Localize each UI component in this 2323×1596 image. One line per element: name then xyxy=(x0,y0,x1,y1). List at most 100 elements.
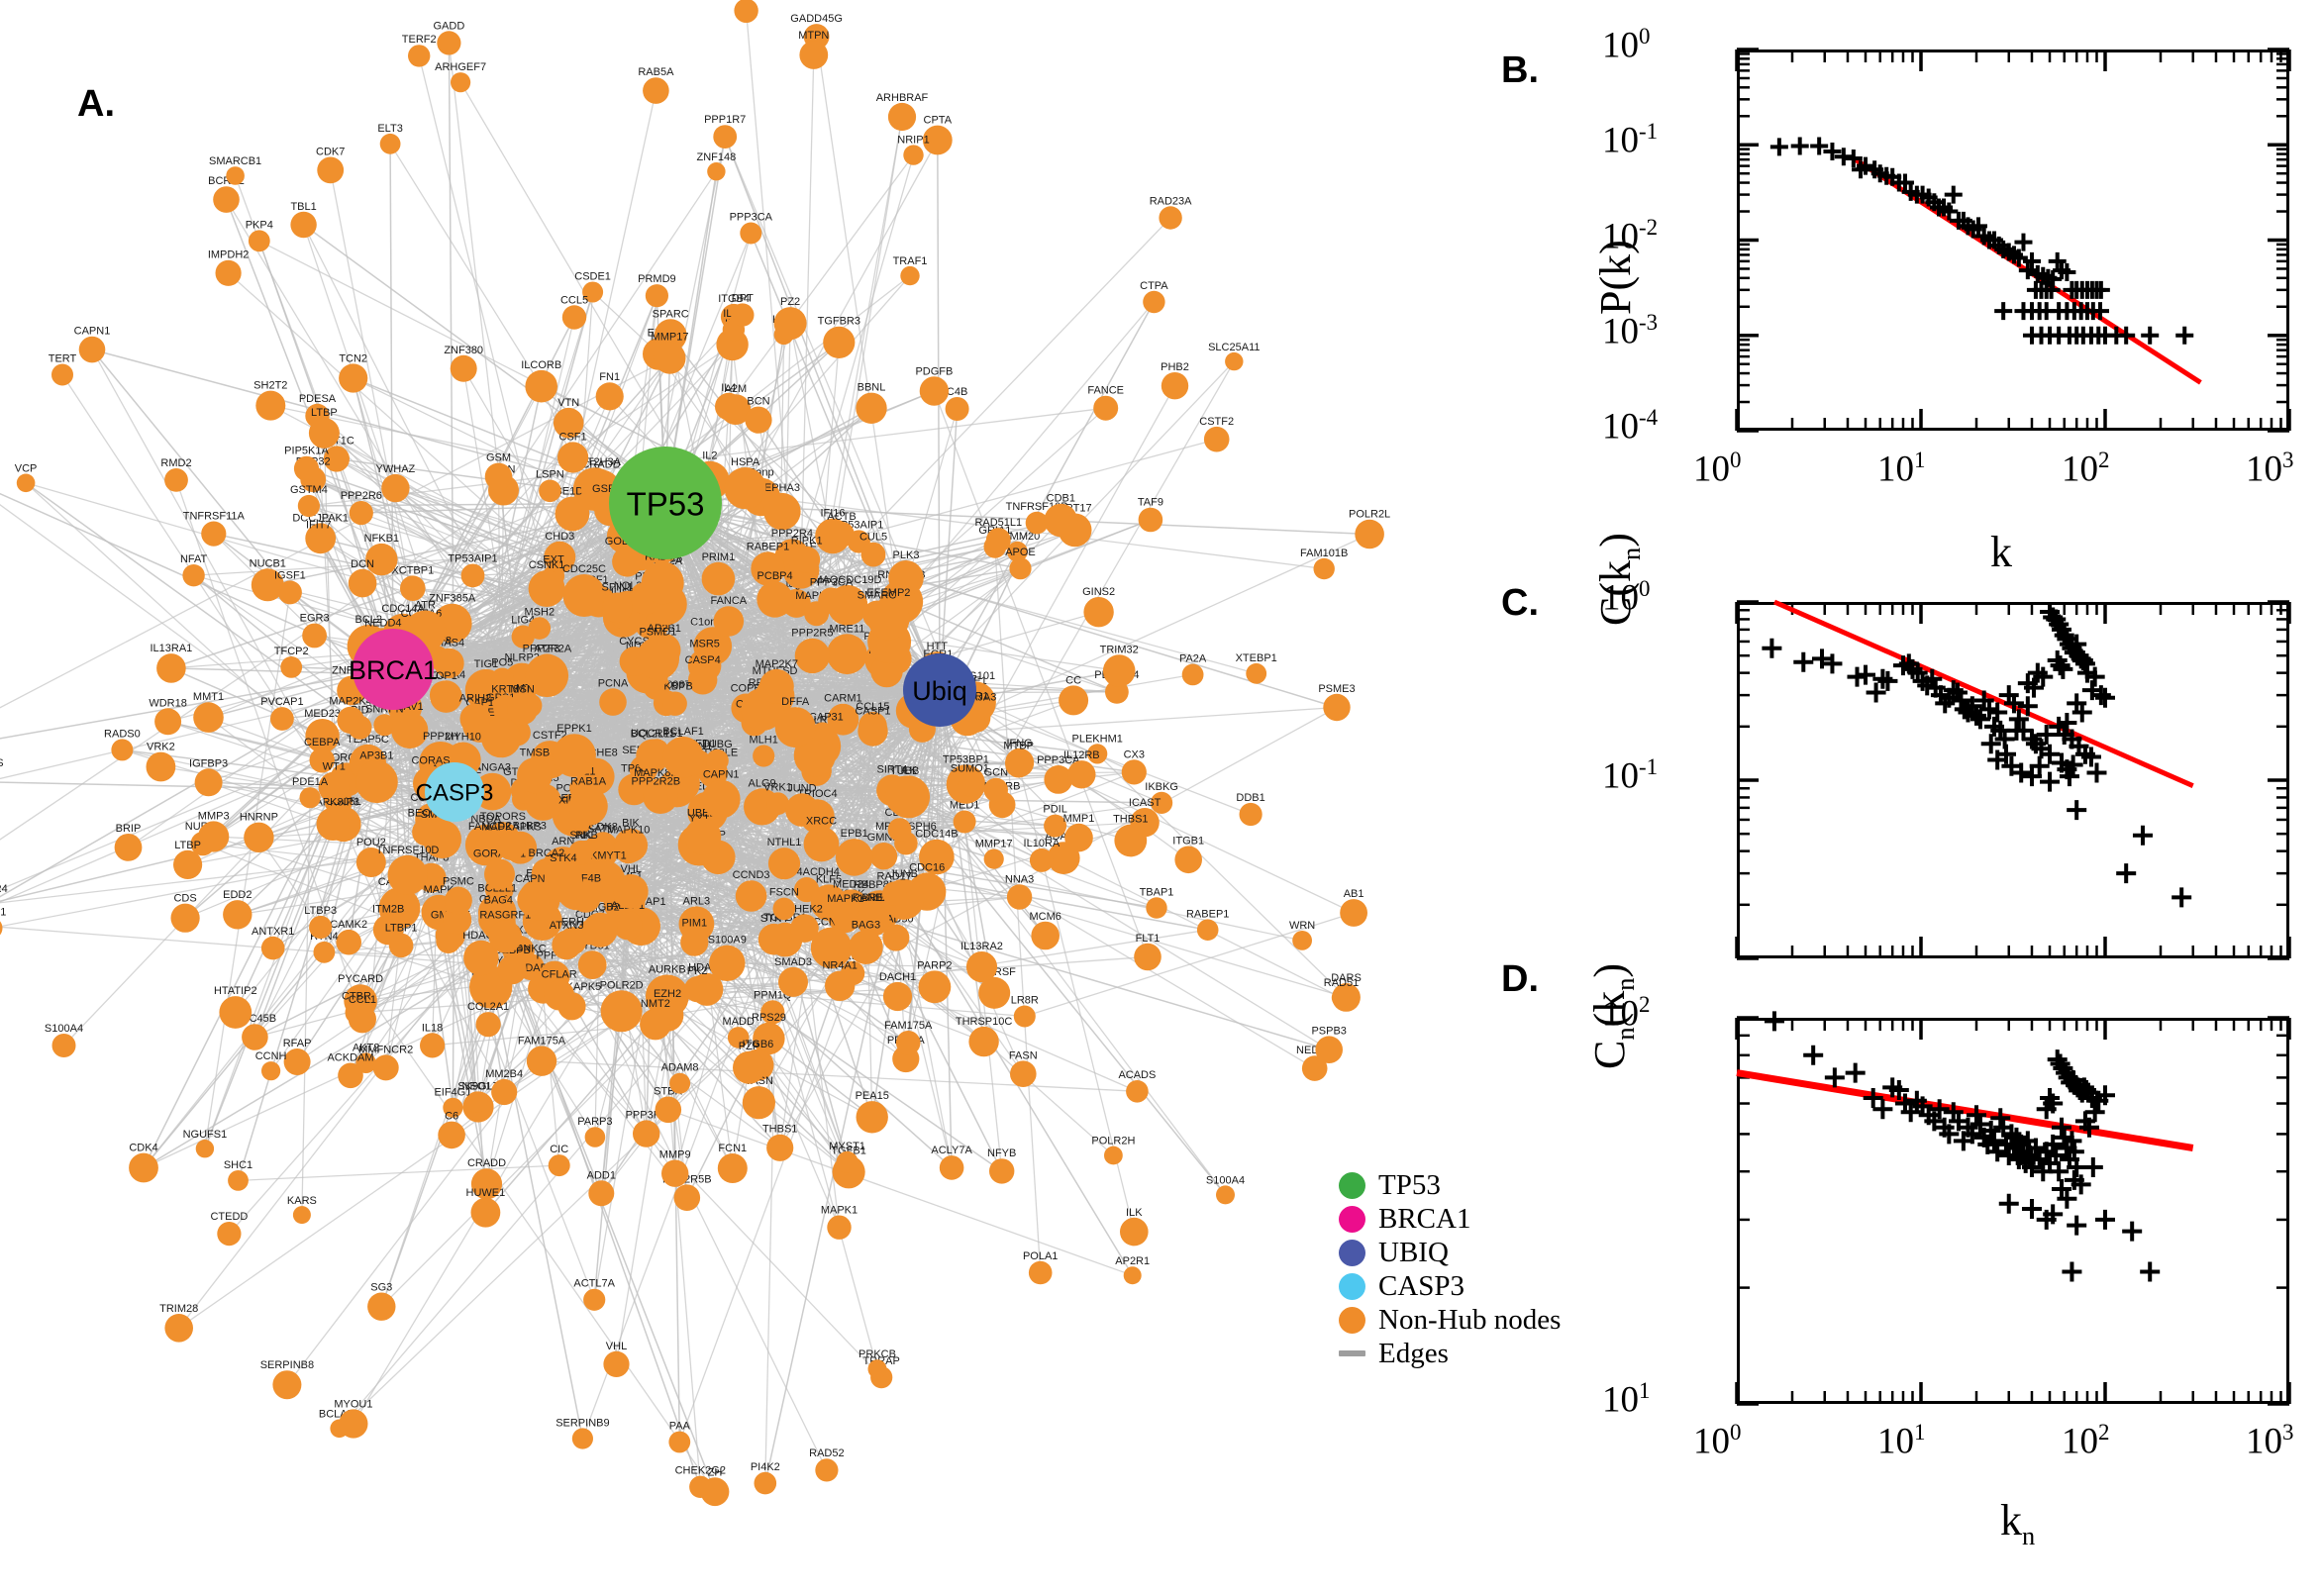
node-circle[interactable] xyxy=(582,281,604,303)
node-circle[interactable] xyxy=(226,166,245,185)
node-circle[interactable] xyxy=(803,826,840,862)
node-circle[interactable] xyxy=(1126,1080,1149,1103)
node-circle[interactable] xyxy=(1104,1146,1123,1165)
node-circle[interactable] xyxy=(305,719,340,753)
node-circle[interactable] xyxy=(584,1127,606,1147)
node-circle[interactable] xyxy=(164,468,188,492)
node-circle[interactable] xyxy=(643,77,669,104)
node-circle[interactable] xyxy=(662,737,704,778)
node-circle[interactable] xyxy=(349,500,373,526)
node-circle[interactable] xyxy=(460,563,485,588)
node-circle[interactable] xyxy=(484,462,513,491)
node-circle[interactable] xyxy=(339,1409,368,1439)
node-circle[interactable] xyxy=(1151,791,1173,815)
node-circle[interactable] xyxy=(700,1477,730,1507)
node-circle[interactable] xyxy=(164,1314,193,1343)
node-circle[interactable] xyxy=(283,1048,311,1075)
node-circle[interactable] xyxy=(1009,557,1032,580)
node-circle[interactable] xyxy=(270,707,294,731)
node-circle[interactable] xyxy=(668,1431,691,1453)
node-circle[interactable] xyxy=(272,1370,302,1400)
node-circle[interactable] xyxy=(568,840,594,865)
node-circle[interactable] xyxy=(825,970,856,1001)
node-circle[interactable] xyxy=(595,382,624,411)
node-circle[interactable] xyxy=(1029,848,1054,872)
node-circle[interactable] xyxy=(217,1222,242,1247)
node-circle[interactable] xyxy=(355,760,398,804)
node-circle[interactable] xyxy=(525,369,557,403)
node-circle[interactable] xyxy=(772,897,796,921)
node-circle[interactable] xyxy=(918,970,952,1004)
node-circle[interactable] xyxy=(215,259,242,286)
node-circle[interactable] xyxy=(1120,1217,1149,1247)
node-circle[interactable] xyxy=(420,1033,446,1058)
node-circle[interactable] xyxy=(1323,693,1351,722)
node-circle[interactable] xyxy=(758,668,794,704)
node-circle[interactable] xyxy=(1010,1060,1037,1087)
node-circle[interactable] xyxy=(734,0,758,23)
node-circle[interactable] xyxy=(870,654,903,688)
node-circle[interactable] xyxy=(170,903,200,933)
node-circle[interactable] xyxy=(451,72,471,93)
node-circle[interactable] xyxy=(470,1168,503,1200)
node-circle[interactable] xyxy=(182,564,205,587)
node-circle[interactable] xyxy=(355,848,386,877)
node-circle[interactable] xyxy=(887,818,912,842)
node-circle[interactable] xyxy=(223,900,252,930)
node-circle[interactable] xyxy=(745,406,772,434)
node-circle[interactable] xyxy=(1355,519,1384,549)
node-circle[interactable] xyxy=(766,792,789,816)
node-circle[interactable] xyxy=(198,821,230,852)
node-circle[interactable] xyxy=(790,914,819,943)
node-circle[interactable] xyxy=(213,186,240,213)
node-circle[interactable] xyxy=(1146,897,1167,919)
node-circle[interactable] xyxy=(528,617,552,640)
node-circle[interactable] xyxy=(613,910,643,941)
node-circle[interactable] xyxy=(823,326,856,358)
node-circle[interactable] xyxy=(599,688,627,716)
node-circle[interactable] xyxy=(778,966,808,997)
node-circle[interactable] xyxy=(255,390,286,421)
node-circle[interactable] xyxy=(707,162,726,181)
node-circle[interactable] xyxy=(1044,765,1073,794)
node-circle[interactable] xyxy=(603,1350,630,1377)
node-circle[interactable] xyxy=(244,822,274,852)
node-circle[interactable] xyxy=(684,818,722,855)
node-circle[interactable] xyxy=(818,587,845,614)
node-circle[interactable] xyxy=(548,1154,570,1177)
node-circle[interactable] xyxy=(507,694,538,726)
node-circle[interactable] xyxy=(1143,290,1165,314)
node-circle[interactable] xyxy=(553,407,584,439)
node-circle[interactable] xyxy=(444,886,472,915)
node-circle[interactable] xyxy=(662,691,687,716)
node-circle[interactable] xyxy=(680,928,709,956)
node-circle[interactable] xyxy=(1025,511,1049,535)
node-circle[interactable] xyxy=(292,1206,311,1225)
node-circle[interactable] xyxy=(713,606,745,637)
node-circle[interactable] xyxy=(882,924,910,951)
node-circle[interactable] xyxy=(829,521,855,548)
node-circle[interactable] xyxy=(16,473,36,493)
node-circle[interactable] xyxy=(713,125,738,149)
node-circle[interactable] xyxy=(571,1428,594,1449)
node-circle[interactable] xyxy=(735,880,767,912)
node-circle[interactable] xyxy=(459,703,491,735)
node-circle[interactable] xyxy=(858,716,888,747)
node-circle[interactable] xyxy=(983,848,1004,869)
node-circle[interactable] xyxy=(552,930,581,960)
node-circle[interactable] xyxy=(794,638,831,674)
node-circle[interactable] xyxy=(922,125,953,155)
node-circle[interactable] xyxy=(497,954,527,985)
node-circle[interactable] xyxy=(968,1026,999,1057)
node-circle[interactable] xyxy=(793,546,821,573)
node-circle[interactable] xyxy=(856,1101,888,1134)
node-circle[interactable] xyxy=(228,1170,249,1191)
node-circle[interactable] xyxy=(860,542,886,567)
node-circle[interactable] xyxy=(827,703,859,736)
hub-circle[interactable] xyxy=(353,629,434,710)
node-circle[interactable] xyxy=(1174,846,1202,874)
node-circle[interactable] xyxy=(1340,899,1367,927)
node-circle[interactable] xyxy=(557,442,589,473)
node-circle[interactable] xyxy=(835,839,873,876)
node-circle[interactable] xyxy=(767,848,801,880)
